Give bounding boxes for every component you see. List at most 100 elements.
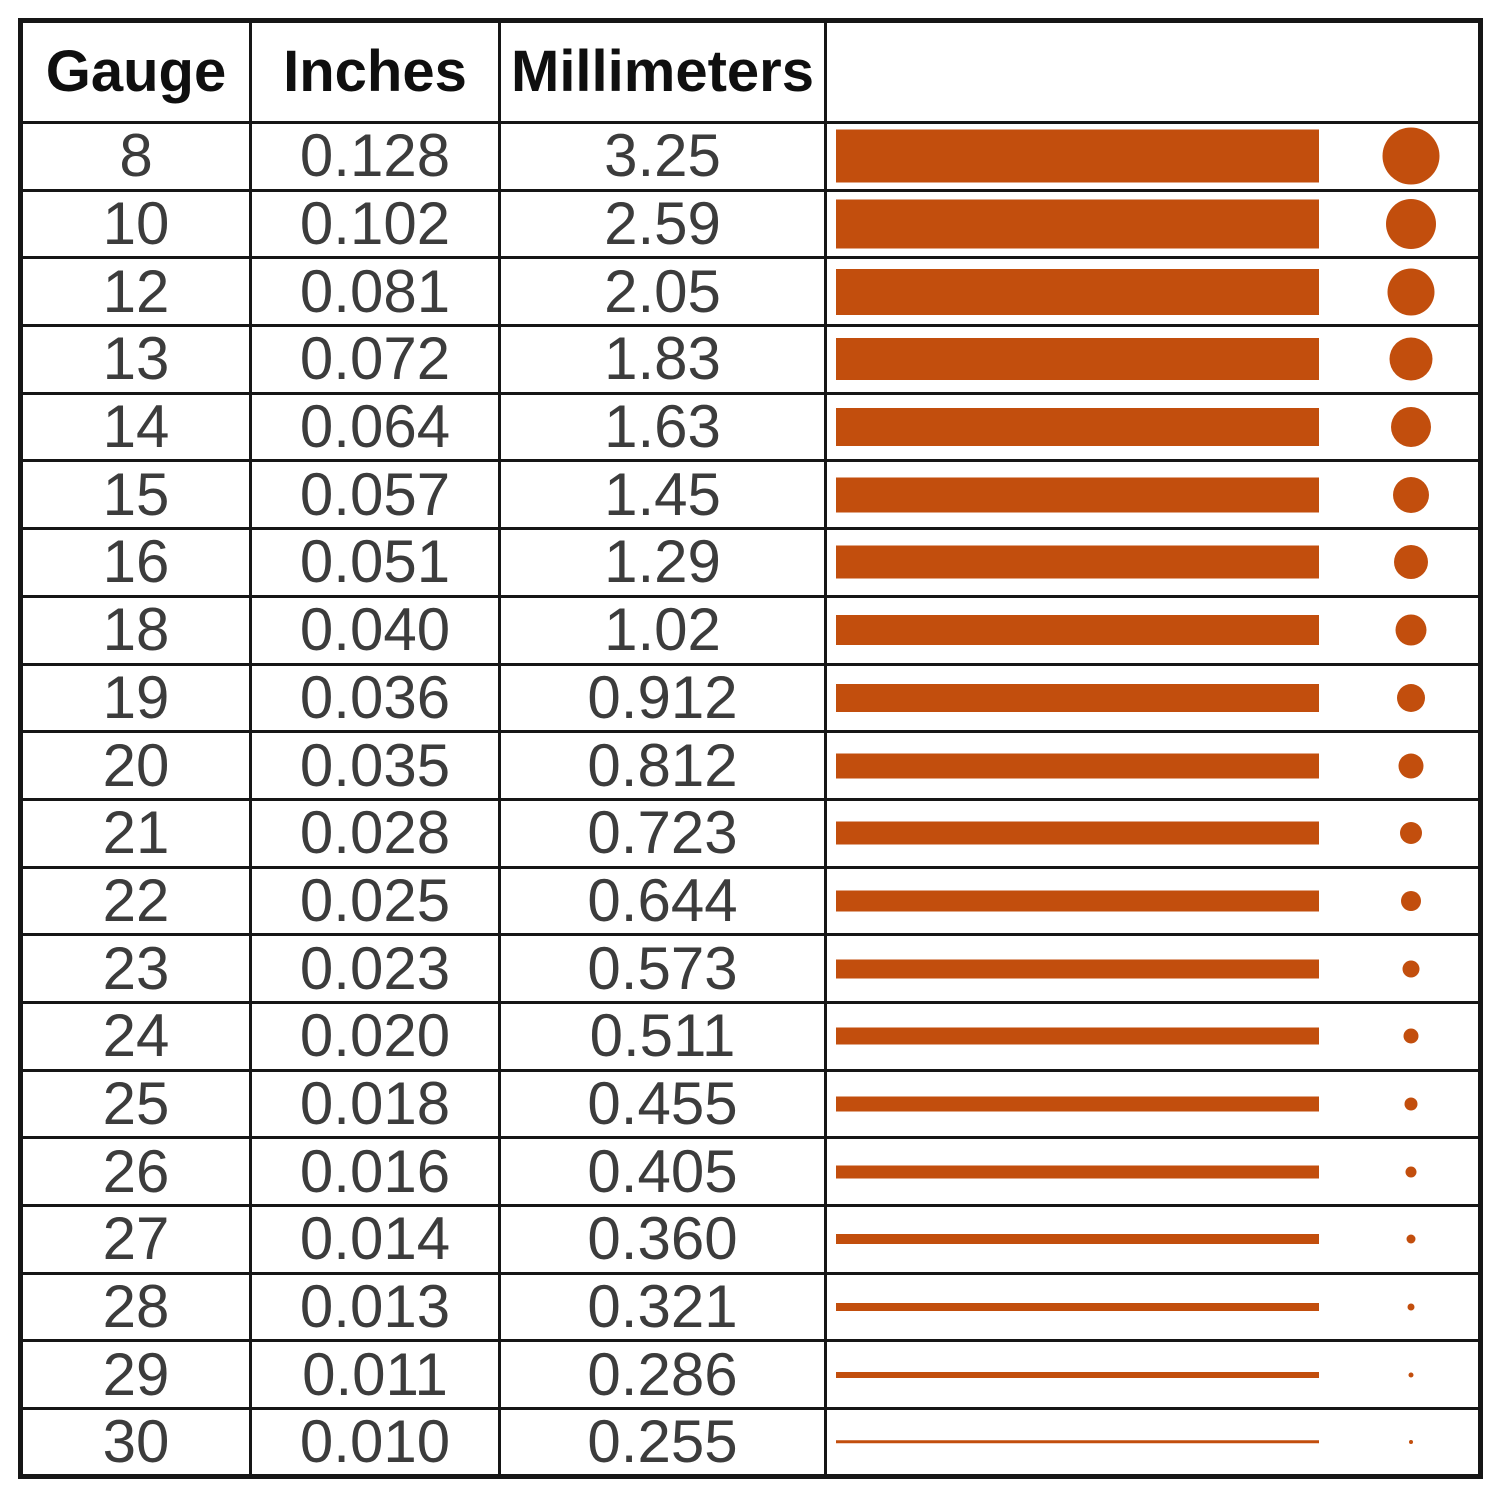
inches-cell: 0.072 bbox=[249, 324, 501, 395]
table-row: 24 0.020 0.511 bbox=[19, 1000, 1482, 1072]
size-cell bbox=[824, 1407, 1482, 1478]
gauge-cell: 23 bbox=[19, 933, 252, 1004]
mm-cell: 0.723 bbox=[498, 797, 827, 869]
inches-cell: 0.102 bbox=[249, 188, 501, 260]
table-row: 8 0.128 3.25 bbox=[19, 121, 1482, 192]
wire-diameter-dot bbox=[1382, 127, 1440, 185]
gauge-cell: 26 bbox=[19, 1136, 252, 1207]
mm-cell: 0.511 bbox=[498, 1000, 827, 1072]
mm-cell: 1.29 bbox=[498, 527, 827, 598]
gauge-cell: 19 bbox=[19, 662, 252, 734]
gauge-cell: 14 bbox=[19, 391, 252, 463]
wire-thickness-bar bbox=[836, 753, 1319, 779]
inches-cell: 0.014 bbox=[249, 1204, 501, 1275]
inches-cell: 0.025 bbox=[249, 865, 501, 937]
mm-cell: 0.286 bbox=[498, 1339, 827, 1411]
size-cell bbox=[824, 1068, 1482, 1140]
wire-diameter-dot bbox=[1387, 268, 1435, 316]
wire-gauge-table: Gauge Inches Millimeters 8 0.128 3.25 10 0.1… bbox=[18, 18, 1483, 1479]
wire-thickness-bar bbox=[836, 477, 1319, 513]
wire-thickness-bar bbox=[836, 1096, 1319, 1112]
table-row: 21 0.028 0.723 bbox=[19, 797, 1482, 869]
wire-diameter-dot bbox=[1394, 545, 1428, 580]
size-cell bbox=[824, 121, 1482, 192]
table-row: 18 0.040 1.02 bbox=[19, 594, 1482, 666]
inches-cell: 0.064 bbox=[249, 391, 501, 463]
gauge-cell: 18 bbox=[19, 594, 252, 666]
wire-diameter-dot bbox=[1397, 683, 1425, 712]
size-cell bbox=[824, 324, 1482, 395]
table-row: 26 0.016 0.405 bbox=[19, 1136, 1482, 1207]
table-row: 12 0.081 2.05 bbox=[19, 256, 1482, 328]
inches-cell: 0.036 bbox=[249, 662, 501, 734]
mm-cell: 1.45 bbox=[498, 459, 827, 531]
gauge-cell: 15 bbox=[19, 459, 252, 531]
inches-cell: 0.023 bbox=[249, 933, 501, 1004]
size-cell bbox=[824, 933, 1482, 1004]
wire-diameter-dot bbox=[1403, 1028, 1419, 1044]
gauge-cell: 16 bbox=[19, 527, 252, 598]
size-cell bbox=[824, 594, 1482, 666]
table-row: 22 0.025 0.644 bbox=[19, 865, 1482, 937]
wire-diameter-dot bbox=[1408, 1372, 1414, 1378]
inches-cell: 0.081 bbox=[249, 256, 501, 328]
wire-thickness-bar bbox=[836, 959, 1319, 979]
wire-thickness-bar bbox=[836, 338, 1319, 381]
mm-cell: 0.573 bbox=[498, 933, 827, 1004]
table-row: 20 0.035 0.812 bbox=[19, 730, 1482, 801]
wire-thickness-bar bbox=[836, 268, 1319, 315]
inches-cell: 0.018 bbox=[249, 1068, 501, 1140]
gauge-cell: 20 bbox=[19, 730, 252, 801]
table-row: 25 0.018 0.455 bbox=[19, 1068, 1482, 1140]
gauge-cell: 10 bbox=[19, 188, 252, 260]
gauge-cell: 24 bbox=[19, 1000, 252, 1072]
header-millimeters: Millimeters bbox=[498, 19, 827, 124]
inches-cell: 0.028 bbox=[249, 797, 501, 869]
wire-diameter-dot bbox=[1400, 822, 1422, 845]
mm-cell: 2.59 bbox=[498, 188, 827, 260]
inches-cell: 0.040 bbox=[249, 594, 501, 666]
size-cell bbox=[824, 391, 1482, 463]
table-row: 27 0.014 0.360 bbox=[19, 1204, 1482, 1275]
mm-cell: 0.644 bbox=[498, 865, 827, 937]
size-cell bbox=[824, 797, 1482, 869]
gauge-cell: 13 bbox=[19, 324, 252, 395]
table-row: 15 0.057 1.45 bbox=[19, 459, 1482, 531]
mm-cell: 0.405 bbox=[498, 1136, 827, 1207]
wire-diameter-dot bbox=[1409, 1439, 1413, 1444]
wire-diameter-dot bbox=[1406, 1234, 1416, 1244]
size-cell bbox=[824, 662, 1482, 734]
header-row: Gauge Inches Millimeters bbox=[19, 19, 1482, 124]
gauge-cell: 8 bbox=[19, 121, 252, 192]
wire-thickness-bar bbox=[836, 1165, 1319, 1179]
size-cell bbox=[824, 256, 1482, 328]
wire-diameter-dot bbox=[1401, 890, 1421, 911]
gauge-cell: 22 bbox=[19, 865, 252, 937]
gauge-cell: 30 bbox=[19, 1407, 252, 1478]
table-row: 13 0.072 1.83 bbox=[19, 324, 1482, 395]
table-row: 10 0.102 2.59 bbox=[19, 188, 1482, 260]
mm-cell: 0.360 bbox=[498, 1204, 827, 1275]
mm-cell: 0.321 bbox=[498, 1271, 827, 1343]
mm-cell: 0.812 bbox=[498, 730, 827, 801]
mm-cell: 0.912 bbox=[498, 662, 827, 734]
wire-thickness-bar bbox=[836, 1234, 1319, 1245]
wire-thickness-bar bbox=[836, 408, 1319, 447]
gauge-cell: 29 bbox=[19, 1339, 252, 1411]
mm-cell: 1.02 bbox=[498, 594, 827, 666]
wire-diameter-dot bbox=[1405, 1166, 1417, 1178]
inches-cell: 0.128 bbox=[249, 121, 501, 192]
wire-thickness-bar bbox=[836, 1371, 1319, 1378]
inches-cell: 0.016 bbox=[249, 1136, 501, 1207]
gauge-cell: 21 bbox=[19, 797, 252, 869]
gauge-cell: 27 bbox=[19, 1204, 252, 1275]
size-cell bbox=[824, 730, 1482, 801]
table-row: 30 0.010 0.255 bbox=[19, 1407, 1482, 1478]
header-inches: Inches bbox=[249, 19, 501, 124]
header-gauge: Gauge bbox=[19, 19, 252, 124]
wire-thickness-bar bbox=[836, 1027, 1319, 1045]
wire-diameter-dot bbox=[1404, 1097, 1418, 1111]
wire-diameter-dot bbox=[1395, 614, 1427, 646]
size-cell bbox=[824, 527, 1482, 598]
inches-cell: 0.013 bbox=[249, 1271, 501, 1343]
